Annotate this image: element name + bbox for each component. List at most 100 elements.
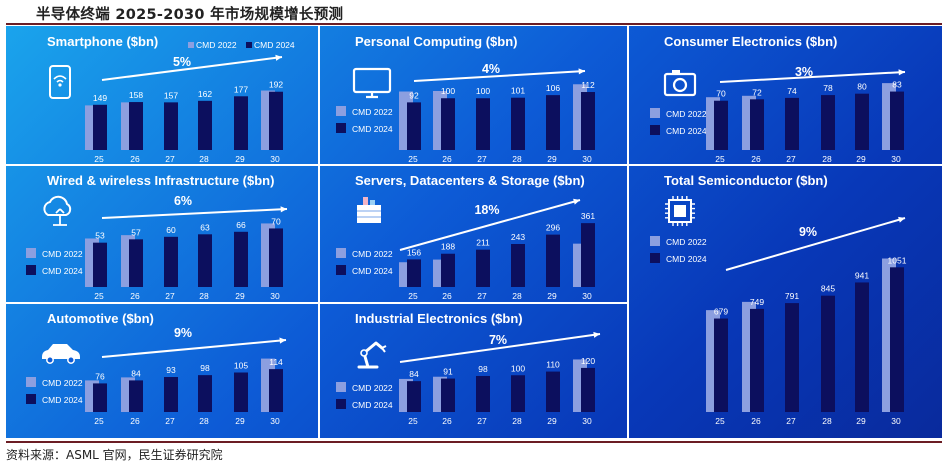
x-tick-label: 30	[270, 291, 280, 301]
legend-label: CMD 2024	[352, 266, 393, 276]
value-label: 101	[511, 86, 525, 96]
cagr-label: 9%	[174, 326, 192, 340]
legend-label: CMD 2022	[42, 249, 83, 259]
value-label: 66	[236, 220, 246, 230]
value-label: 845	[821, 284, 835, 294]
bar-cmd2024	[234, 231, 248, 287]
x-tick-label: 27	[477, 416, 487, 426]
bar-cmd2024	[581, 367, 595, 412]
bar-cmd2024	[546, 371, 560, 412]
bar-cmd2024	[129, 102, 143, 150]
x-tick-label: 26	[442, 416, 452, 426]
bar-cmd2024	[407, 259, 421, 287]
value-label: 114	[269, 357, 283, 367]
x-tick-label: 25	[408, 291, 418, 301]
legend-label: CMD 2022	[42, 378, 83, 388]
value-label: 100	[441, 86, 455, 96]
bar-cmd2024	[441, 378, 455, 412]
x-tick-label: 27	[477, 291, 487, 301]
bar-cmd2024	[546, 95, 560, 150]
source-note: 资料来源：ASML 官网，民生证券研究院	[6, 448, 223, 462]
cagr-label: 6%	[174, 194, 192, 208]
cagr-label: 18%	[474, 203, 499, 217]
x-tick-label: 25	[408, 416, 418, 426]
value-label: 941	[855, 270, 869, 280]
cagr-label: 9%	[799, 225, 817, 239]
legend-swatch	[26, 265, 36, 275]
value-label: 211	[476, 238, 490, 248]
value-label: 749	[750, 297, 764, 307]
bar-cmd2024	[407, 381, 421, 412]
cagr-label: 4%	[482, 62, 500, 76]
x-tick-label: 28	[199, 291, 209, 301]
x-tick-label: 29	[235, 154, 245, 164]
cagr-arrow	[101, 206, 288, 219]
x-tick-label: 25	[715, 154, 725, 164]
title-rule	[6, 23, 942, 25]
x-tick-label: 27	[786, 154, 796, 164]
legend: CMD 2022 CMD 2024	[26, 377, 83, 405]
value-label: 361	[581, 211, 595, 221]
legend-swatch	[26, 377, 36, 387]
bar-cmd2024	[198, 234, 212, 287]
legend-swatch	[336, 265, 346, 275]
footer-rule	[6, 441, 942, 443]
bar-cmd2024	[855, 282, 869, 412]
bar-cmd2024	[750, 308, 764, 412]
legend-swatch	[650, 253, 660, 263]
legend-swatch	[336, 382, 346, 392]
value-label: 106	[546, 83, 560, 93]
bar-cmd2024	[581, 92, 595, 150]
value-label: 105	[234, 361, 248, 371]
chart-panel-5: Servers, Datacenters & Storage ($bn) CMD …	[336, 173, 595, 301]
value-label: 100	[511, 363, 525, 373]
x-tick-label: 28	[512, 154, 522, 164]
x-tick-label: 28	[199, 416, 209, 426]
legend: CMD 2022 CMD 2024	[188, 40, 295, 50]
cagr-arrow	[719, 69, 906, 83]
value-label: 679	[714, 307, 728, 317]
value-label: 93	[166, 365, 176, 375]
cagr-arrow	[725, 216, 906, 271]
chart-panel-4: Wired & wireless Infrastructure ($bn) CMD…	[26, 173, 288, 301]
x-tick-label: 28	[822, 154, 832, 164]
bar-cmd2024	[821, 95, 835, 150]
car-icon	[42, 344, 80, 364]
x-tick-label: 25	[715, 416, 725, 426]
cagr-arrow	[399, 198, 581, 251]
bar-cmd2024	[511, 244, 525, 287]
legend-label: CMD 2022	[196, 40, 237, 50]
value-label: 158	[129, 90, 143, 100]
legend-swatch	[188, 42, 194, 48]
legend-label: CMD 2024	[666, 126, 707, 136]
x-tick-label: 29	[856, 416, 866, 426]
x-tick-label: 30	[891, 154, 901, 164]
bar-cmd2024	[269, 369, 283, 412]
value-label: 57	[131, 227, 141, 237]
panel-title: Automotive ($bn)	[47, 311, 154, 326]
value-label: 72	[752, 87, 762, 97]
bar-cmd2024	[93, 104, 107, 150]
grid-divider-horizontal	[6, 164, 629, 166]
legend: CMD 2022 CMD 2024	[336, 106, 393, 134]
value-label: 1051	[888, 255, 907, 265]
bar-cmd2024	[750, 99, 764, 150]
bar-cmd2024	[129, 239, 143, 287]
bar-cmd2024	[785, 97, 799, 150]
chip-icon	[665, 196, 695, 226]
x-tick-label: 29	[547, 416, 557, 426]
bar-cmd2024	[890, 91, 904, 150]
x-tick-label: 25	[94, 154, 104, 164]
value-label: 110	[546, 360, 560, 370]
value-label: 91	[443, 367, 453, 377]
bar-cmd2024	[441, 98, 455, 150]
value-label: 76	[95, 371, 105, 381]
value-label: 70	[271, 216, 281, 226]
cagr-arrow	[101, 337, 287, 358]
x-tick-label: 28	[199, 154, 209, 164]
x-tick-label: 25	[408, 154, 418, 164]
legend-label: CMD 2024	[666, 254, 707, 264]
page-title: 半导体终端 2025-2030 年市场规模增长预测	[36, 7, 344, 23]
legend-label: CMD 2024	[352, 124, 393, 134]
